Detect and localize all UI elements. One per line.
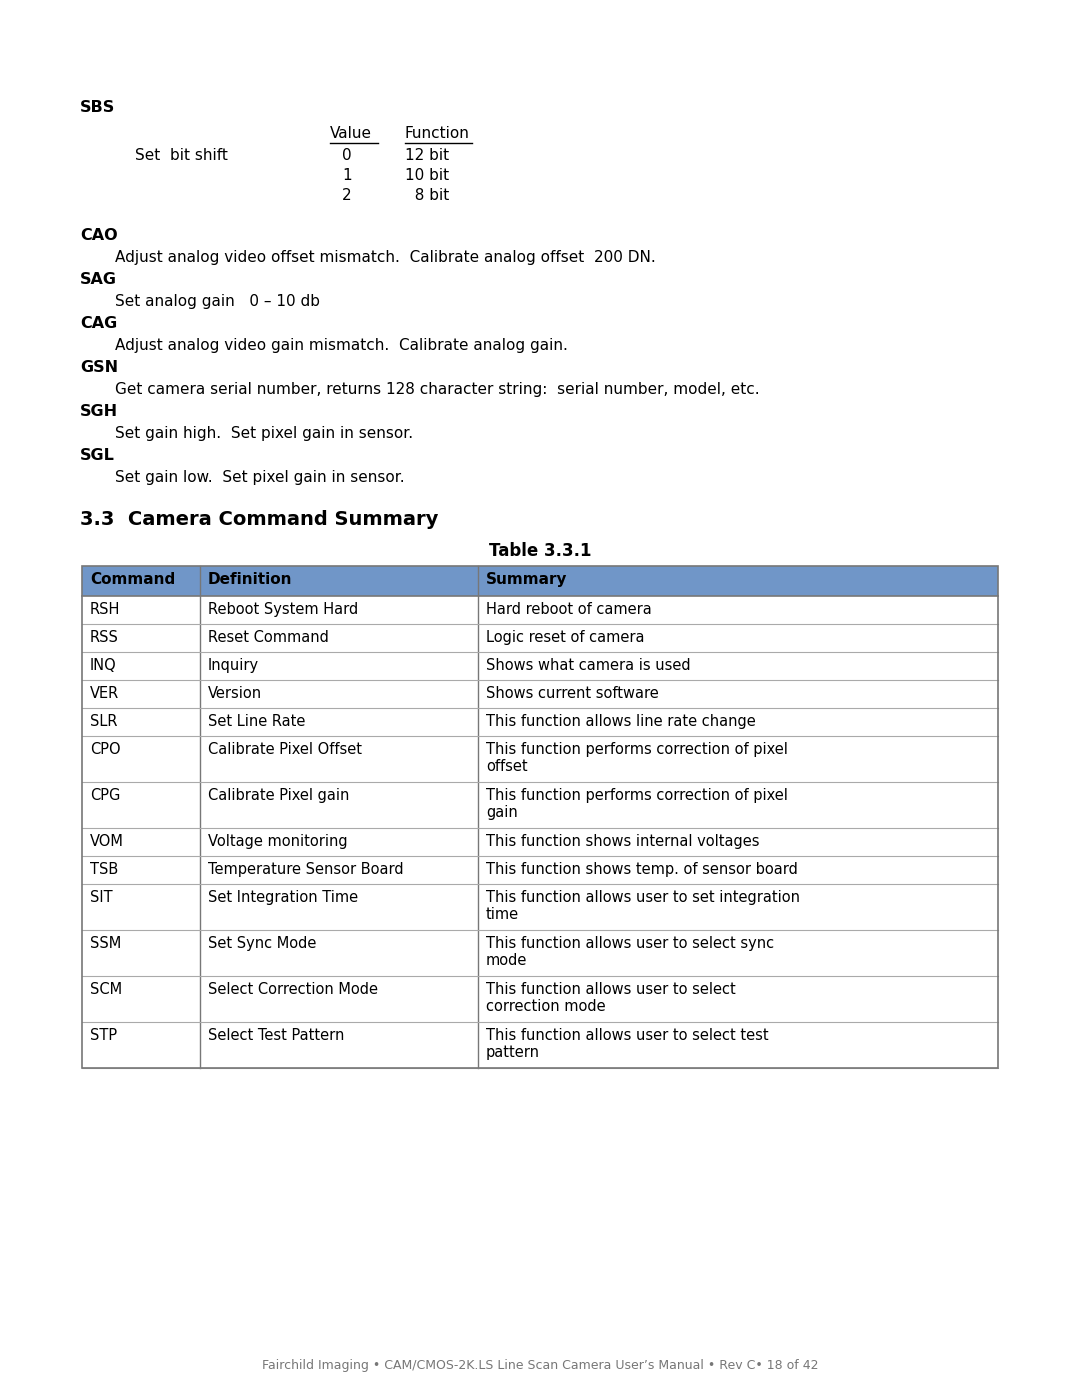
Text: CPG: CPG — [90, 788, 120, 803]
Text: Temperature Sensor Board: Temperature Sensor Board — [208, 862, 404, 877]
Text: INQ: INQ — [90, 658, 117, 673]
Text: VER: VER — [90, 686, 119, 701]
Bar — [82, 566, 998, 1067]
Text: SGL: SGL — [80, 448, 114, 462]
Text: Set Line Rate: Set Line Rate — [208, 714, 306, 729]
Text: Set Integration Time: Set Integration Time — [208, 890, 359, 905]
Text: 2: 2 — [342, 189, 352, 203]
Text: This function performs correction of pixel
offset: This function performs correction of pix… — [486, 742, 788, 774]
Text: Reset Command: Reset Command — [208, 630, 329, 645]
Text: This function allows user to select test
pattern: This function allows user to select test… — [486, 1028, 769, 1060]
Text: Logic reset of camera: Logic reset of camera — [486, 630, 645, 645]
Text: This function shows temp. of sensor board: This function shows temp. of sensor boar… — [486, 862, 798, 877]
Text: Definition: Definition — [208, 571, 293, 587]
Text: Select Test Pattern: Select Test Pattern — [208, 1028, 345, 1044]
Text: Value: Value — [330, 126, 372, 141]
Text: CPO: CPO — [90, 742, 121, 757]
Text: TSB: TSB — [90, 862, 118, 877]
Text: Command: Command — [90, 571, 175, 587]
Text: Inquiry: Inquiry — [208, 658, 259, 673]
Text: Calibrate Pixel Offset: Calibrate Pixel Offset — [208, 742, 362, 757]
Text: Shows what camera is used: Shows what camera is used — [486, 658, 690, 673]
Text: Reboot System Hard: Reboot System Hard — [208, 602, 359, 617]
Text: Voltage monitoring: Voltage monitoring — [208, 834, 348, 849]
Text: Version: Version — [208, 686, 262, 701]
Text: Set analog gain   0 – 10 db: Set analog gain 0 – 10 db — [114, 293, 320, 309]
Text: 0: 0 — [342, 148, 352, 163]
Text: 8 bit: 8 bit — [405, 189, 449, 203]
Text: Set gain high.  Set pixel gain in sensor.: Set gain high. Set pixel gain in sensor. — [114, 426, 414, 441]
Text: Set Sync Mode: Set Sync Mode — [208, 936, 316, 951]
Text: Summary: Summary — [486, 571, 567, 587]
Text: CAO: CAO — [80, 228, 118, 243]
Text: Select Correction Mode: Select Correction Mode — [208, 982, 378, 997]
Text: CAG: CAG — [80, 316, 118, 331]
Text: This function allows line rate change: This function allows line rate change — [486, 714, 756, 729]
Text: Table 3.3.1: Table 3.3.1 — [489, 542, 591, 560]
Text: This function shows internal voltages: This function shows internal voltages — [486, 834, 759, 849]
Text: GSN: GSN — [80, 360, 118, 374]
Text: Adjust analog video offset mismatch.  Calibrate analog offset  200 DN.: Adjust analog video offset mismatch. Cal… — [114, 250, 656, 265]
Text: SBS: SBS — [80, 101, 116, 115]
Text: 10 bit: 10 bit — [405, 168, 449, 183]
Text: This function allows user to set integration
time: This function allows user to set integra… — [486, 890, 800, 922]
Text: Set  bit shift: Set bit shift — [135, 148, 228, 163]
Text: Adjust analog video gain mismatch.  Calibrate analog gain.: Adjust analog video gain mismatch. Calib… — [114, 338, 568, 353]
Text: 3.3  Camera Command Summary: 3.3 Camera Command Summary — [80, 510, 438, 529]
Text: STP: STP — [90, 1028, 117, 1044]
Text: This function allows user to select sync
mode: This function allows user to select sync… — [486, 936, 774, 968]
Text: 1: 1 — [342, 168, 352, 183]
Text: RSH: RSH — [90, 602, 120, 617]
Bar — [82, 566, 998, 597]
Text: 12 bit: 12 bit — [405, 148, 449, 163]
Text: SSM: SSM — [90, 936, 121, 951]
Text: Hard reboot of camera: Hard reboot of camera — [486, 602, 651, 617]
Text: SAG: SAG — [80, 272, 117, 286]
Text: Fairchild Imaging • CAM/CMOS-2K.LS Line Scan Camera User’s Manual • Rev C• 18 of: Fairchild Imaging • CAM/CMOS-2K.LS Line … — [261, 1359, 819, 1372]
Text: Set gain low.  Set pixel gain in sensor.: Set gain low. Set pixel gain in sensor. — [114, 469, 405, 485]
Text: VOM: VOM — [90, 834, 124, 849]
Text: This function allows user to select
correction mode: This function allows user to select corr… — [486, 982, 735, 1014]
Text: RSS: RSS — [90, 630, 119, 645]
Text: This function performs correction of pixel
gain: This function performs correction of pix… — [486, 788, 788, 820]
Text: Shows current software: Shows current software — [486, 686, 659, 701]
Text: Calibrate Pixel gain: Calibrate Pixel gain — [208, 788, 349, 803]
Text: SCM: SCM — [90, 982, 122, 997]
Text: Function: Function — [405, 126, 470, 141]
Text: SIT: SIT — [90, 890, 112, 905]
Text: Get camera serial number, returns 128 character string:  serial number, model, e: Get camera serial number, returns 128 ch… — [114, 381, 759, 397]
Text: SGH: SGH — [80, 404, 118, 419]
Text: SLR: SLR — [90, 714, 118, 729]
